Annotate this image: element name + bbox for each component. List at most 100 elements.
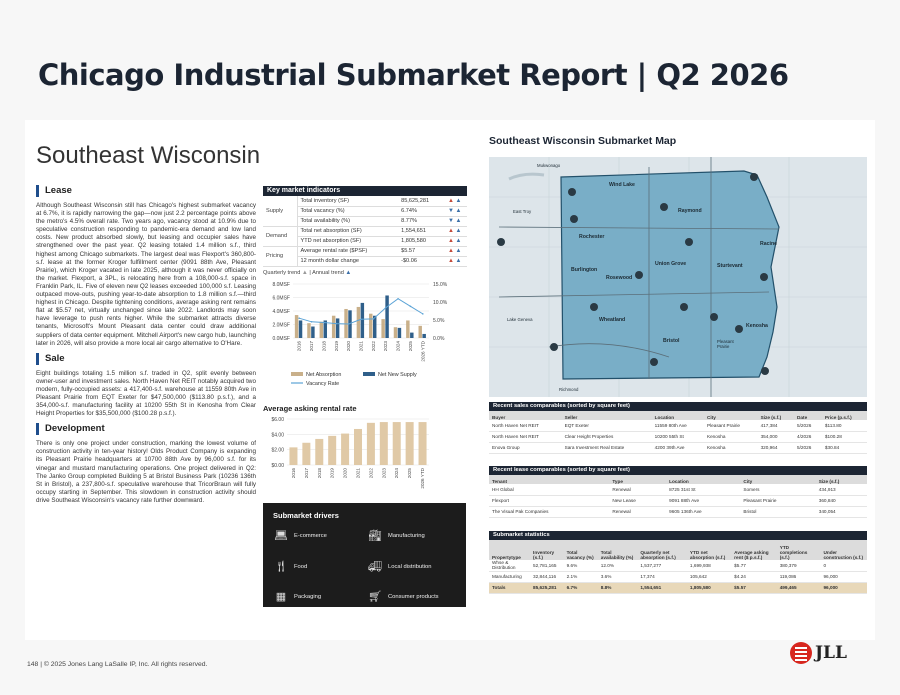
map-town: Kenosha [746,323,768,329]
y-tick-label: 6.0MSF [272,295,290,301]
narrative-column: Lease Although Southeast Wisconsin still… [36,185,256,528]
table-cell: $5.77 [731,560,777,572]
driver-label: Local distribution [388,564,432,570]
table-cell: Kenosha [703,431,758,443]
column-header: Total availability (%) [597,540,638,560]
table-cell: 2.1% [563,571,598,583]
boxes-icon: ▦ [275,591,287,603]
absorption-bar [369,313,373,338]
table-cell: 5/2026 [794,442,822,454]
map-town: Mukwonago [537,163,561,168]
table-row: Whse & Distribution 52,781,165 9.6% 12.0% 1,… [489,560,867,572]
kmi-group: Pricing [263,246,298,267]
map-town: Lake Geneva [507,317,533,322]
rent-chart: $0.00 $2.00 $4.00 $6.00 2016 2017 2018 2019 2020… [263,413,467,504]
kmi-value: $5.57 [398,246,445,257]
rent-chart-svg: $0.00 $2.00 $4.00 $6.00 2016 2017 2018 2019 2020… [271,417,429,488]
absorption-bar [381,318,385,338]
column-header: YTD net absorption (s.f.) [686,540,732,560]
table-cell: North Haven Net REIT [489,431,562,443]
y-tick-label: 0.0MSF [272,336,290,342]
table-cell: Sara Investment Real Estate [561,442,652,454]
table-cell: Totals [489,582,531,594]
sale-heading: Sale [36,352,256,365]
y2-tick-label: 15.0% [433,282,448,288]
supply-bar [385,294,389,338]
column-header: Type [609,475,667,484]
kmi-label: YTD net absorption (SF) [297,236,399,247]
rent-bar [302,442,311,465]
development-text: There is only one project under construc… [36,440,256,504]
table-cell: 360,840 [815,495,867,507]
kmi-trend: ▲ ▲ [445,236,467,247]
lease-table: Tenant Type Location City Size (s.f.) HH Glo… [489,475,867,518]
kmi-table: Supply Total inventory (SF) 85,625,281 ▲ ▲ T… [263,196,467,267]
supply-bar [311,326,315,338]
kmi-row: Total availability (%) 8.77% ▼ ▲ [263,216,467,227]
cart-icon: 🛒︎ [368,591,382,603]
up-trend-icon: ▲ [448,197,454,204]
y2-tick-label: 0.0% [433,336,445,342]
table-cell: 9091 88th Ave [666,495,741,507]
absorption-bar [418,325,422,338]
map-town: Union Grove [655,261,687,267]
development-heading: Development [36,423,256,436]
rent-bar [379,421,388,465]
absorption-bar [356,306,361,338]
table-cell: New Lease [609,495,667,507]
table-cell: 4/2026 [794,431,822,443]
driver-consumer-products: 🛒︎ Consumer products [367,591,439,603]
y-tick-label: $4.00 [271,432,284,438]
table-cell: 320,964 [757,442,795,454]
x-tick-label: 2019 [330,467,335,478]
table-cell: 119,086 [776,571,821,583]
x-tick-label: 2017 [304,467,309,478]
y-tick-label: $6.00 [271,417,284,423]
x-tick-label: 2026 YTD [420,340,425,361]
lease-comparables: Recent lease comparables (sorted by squa… [489,466,867,518]
map-town: Rochester [579,234,605,240]
kmi-value: 8.77% [398,216,445,227]
map-svg [489,157,867,397]
map-town: Wheatland [599,317,626,323]
sale-text: Eight buildings totaling 1.5 million s.f… [36,369,256,418]
table-cell: 340,054 [815,506,867,518]
table-cell: $4.24 [731,571,777,583]
x-tick-label: 2018 [317,467,322,478]
table-cell: Bristol [740,506,816,518]
map-town: Sturtevant [717,263,743,269]
vacancy-point [360,317,362,320]
kmi-label: Total availability (%) [297,216,399,227]
table-cell: 9605 136th Ave [666,506,741,518]
table-cell: Pleasant Prairie [703,420,758,432]
page-title: Chicago Industrial Submarket Report | Q2… [38,58,789,92]
table-cell: Kenosha [703,442,758,454]
rent-bar [328,435,337,465]
map-town: Rosewood [606,275,633,281]
absorption-chart-svg: 0.0MSF 2.0MSF 4.0MSF 6.0MSF 8.0MSF 0.0% 5.0% 10… [272,282,448,387]
column-header: Price (p.s.f.) [821,411,867,420]
up-trend-icon: ▲ [455,197,462,204]
y2-tick-label: 10.0% [433,300,448,306]
x-tick-label: 2025 [407,467,412,478]
kmi-row: Total vacancy (%) 6.74% ▼ ▲ [263,206,467,217]
column-header: Location [666,475,741,484]
section-title: Southeast Wisconsin [36,142,261,169]
column-header: Under construction (s.f.) [820,540,867,560]
table-cell: HH Global [489,484,610,496]
vacancy-point [422,312,424,315]
table-cell: Manufacturing [489,571,531,583]
up-trend-icon: ▲ [455,228,462,234]
table-cell: 1,699,938 [686,560,732,572]
table-cell: $100.28 [821,431,867,443]
x-tick-label: 2022 [371,340,376,351]
map-town: Pleasant Prairie [717,339,734,349]
column-header: Size (s.f.) [815,475,867,484]
driver-food: 🍴︎ Food [273,561,307,573]
vacancy-point [372,317,375,320]
rent-bar [353,428,363,465]
jll-logo: JLL [790,642,847,664]
table-cell: 499,465 [776,582,821,594]
supply-bar [323,319,327,338]
table-cell: North Haven Net REIT [489,420,562,432]
